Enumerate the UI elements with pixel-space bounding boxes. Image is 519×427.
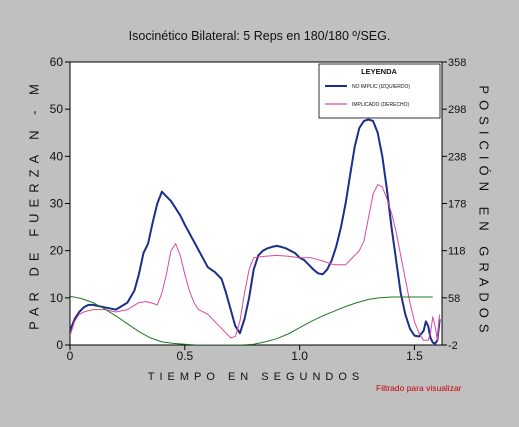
y-tick-label: 60 [50, 55, 64, 69]
y-right-tick-label: 178 [448, 199, 466, 211]
y-right-tick-label: -2 [448, 340, 458, 352]
legend-box [318, 63, 441, 119]
x-tick-label: 1.5 [406, 349, 423, 363]
y-right-tick-label: 118 [448, 246, 466, 258]
footnote-text: Filtrado para visualizar [376, 383, 462, 393]
y-tick-label: 20 [50, 244, 64, 258]
x-tick-label: 0 [67, 349, 74, 363]
series-line-left [70, 118, 441, 345]
chart-title: Isocinético Bilateral: 5 Reps en 180/180… [128, 29, 391, 43]
legend: LEYENDA NO IMPLIC (IZQUIERDO) IMPLICADO … [318, 63, 441, 119]
y-tick-label: 30 [50, 197, 64, 211]
ticks-layer: 0 0.5 1.0 1.5 0 10 20 30 40 50 60 358 298 238 178 118 58… [50, 55, 467, 363]
legend-label-right: IMPLICADO (DERECHO) [352, 102, 410, 108]
x-axis-label: TIEMPO EN SEGUNDOS [147, 371, 365, 383]
x-tick-label: 0.5 [176, 349, 193, 363]
y-tick-label: 50 [50, 102, 64, 116]
series-line-position [70, 295, 433, 345]
x-tick-label: 1.0 [291, 349, 308, 363]
y-tick-label: 10 [50, 291, 64, 305]
series-line-right [70, 184, 441, 341]
y-tick-label: 40 [50, 149, 64, 163]
y-right-tick-label: 298 [448, 104, 466, 116]
y-right-tick-label: 358 [448, 57, 466, 69]
legend-label-left: NO IMPLIC (IZQUIERDO) [352, 84, 410, 90]
y-tick-label: 0 [56, 338, 63, 352]
legend-title: LEYENDA [361, 67, 397, 76]
y-right-tick-label: 58 [448, 293, 460, 305]
series-layer [70, 118, 441, 345]
y-right-tick-label: 238 [448, 151, 466, 163]
